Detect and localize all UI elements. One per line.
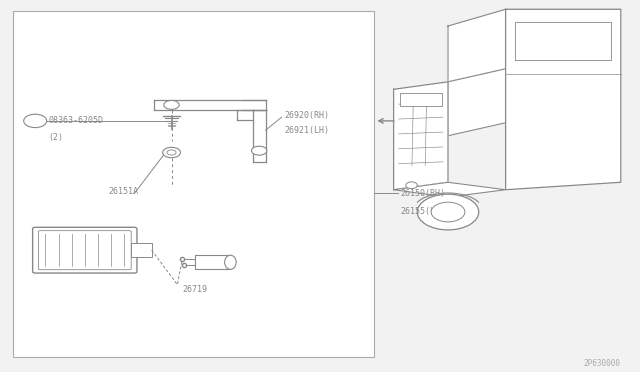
Circle shape — [163, 147, 180, 158]
Text: 2P630000: 2P630000 — [584, 359, 621, 368]
Circle shape — [164, 100, 179, 109]
Circle shape — [24, 114, 47, 128]
Text: 26719: 26719 — [182, 285, 208, 294]
Bar — [131, 244, 152, 257]
Circle shape — [431, 202, 465, 222]
Polygon shape — [448, 69, 506, 136]
Polygon shape — [253, 110, 266, 162]
Polygon shape — [448, 9, 506, 82]
Circle shape — [417, 194, 479, 230]
Bar — [400, 93, 442, 106]
FancyBboxPatch shape — [38, 231, 131, 270]
Bar — [195, 255, 230, 269]
Polygon shape — [394, 182, 506, 197]
Circle shape — [252, 146, 267, 155]
Ellipse shape — [225, 255, 236, 269]
Text: 08363-6205D: 08363-6205D — [49, 116, 104, 125]
FancyBboxPatch shape — [33, 227, 137, 273]
Text: 26921(LH): 26921(LH) — [285, 126, 330, 135]
Polygon shape — [506, 9, 621, 190]
Bar — [13, 11, 374, 357]
Text: 26155(LH): 26155(LH) — [400, 207, 445, 216]
Text: (2): (2) — [49, 133, 63, 142]
Text: 26150(RH): 26150(RH) — [400, 189, 445, 198]
Text: S: S — [33, 118, 38, 124]
Text: 26151A: 26151A — [109, 187, 139, 196]
Polygon shape — [394, 82, 448, 190]
Polygon shape — [448, 9, 621, 26]
Circle shape — [406, 182, 417, 189]
Text: 26920(RH): 26920(RH) — [285, 111, 330, 120]
Circle shape — [167, 150, 176, 155]
